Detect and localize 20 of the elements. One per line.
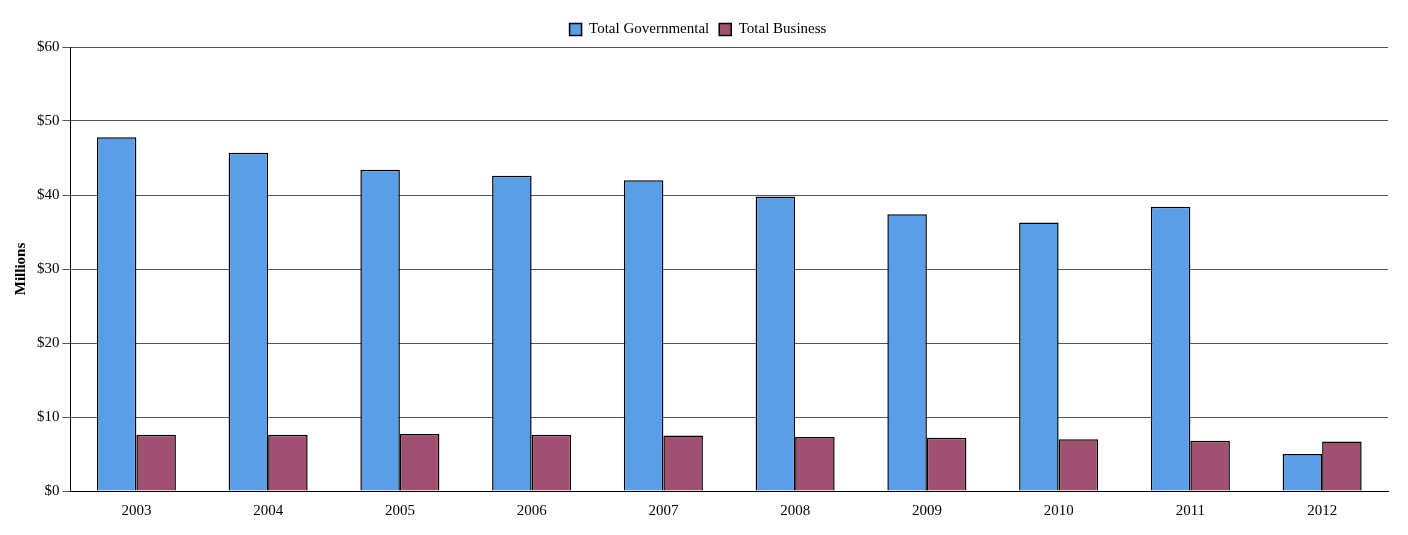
x-tick-label: 2007 <box>648 501 679 518</box>
x-tick-label: 2005 <box>384 501 415 518</box>
x-tick-label: 2003 <box>121 501 152 518</box>
y-tick-label: $10 <box>37 407 60 424</box>
legend-label: Total Governmental <box>589 20 710 37</box>
x-tick-label: 2010 <box>1043 501 1074 518</box>
x-tick-label: 2008 <box>780 501 811 518</box>
y-tick-label: $0 <box>44 481 60 498</box>
x-tick-label: 2009 <box>911 501 942 518</box>
x-tick-label: 2012 <box>1307 501 1338 518</box>
y-axis-title: Millions <box>11 242 28 296</box>
y-tick-label: $40 <box>37 185 60 202</box>
y-tick-label: $60 <box>37 37 60 54</box>
legend-label: Total Business <box>738 20 827 37</box>
x-tick-label: 2011 <box>1175 501 1206 518</box>
x-tick-label: 2004 <box>253 501 284 518</box>
x-tick-label: 2006 <box>516 501 548 518</box>
y-tick-label: $20 <box>37 333 60 350</box>
y-tick-label: $30 <box>37 259 60 276</box>
y-tick-label: $50 <box>37 111 60 128</box>
